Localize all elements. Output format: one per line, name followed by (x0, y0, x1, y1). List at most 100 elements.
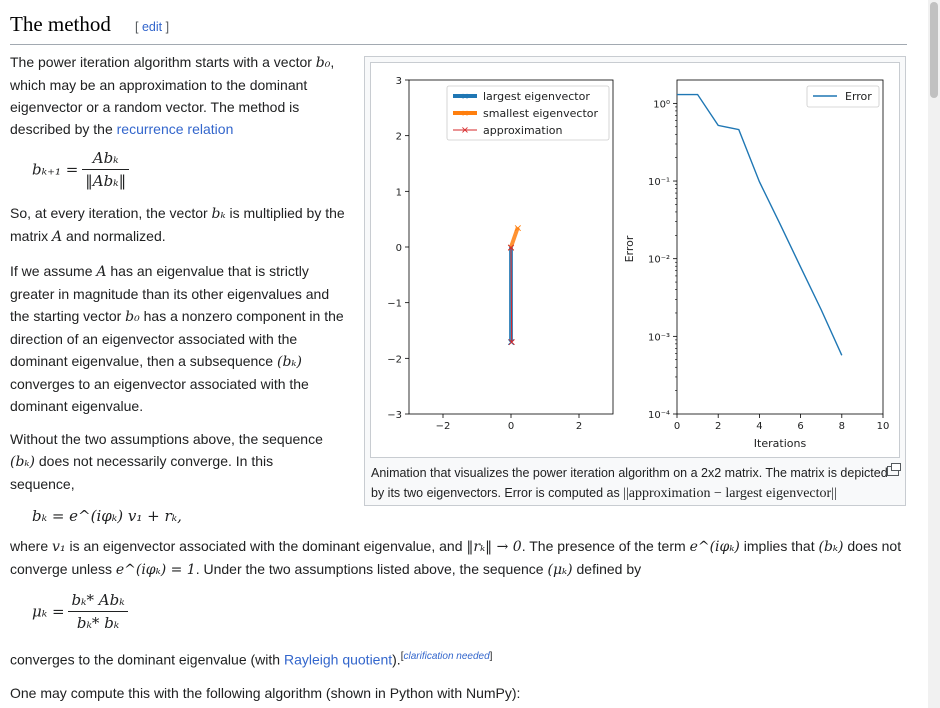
text: If we assume (10, 263, 97, 279)
left-xtick-label: −2 (436, 421, 451, 432)
left-ytick-label: 0 (396, 243, 402, 254)
math-seq-bk: (bₖ) (276, 354, 302, 370)
edit-link[interactable]: edit (141, 20, 163, 34)
series-line-error (677, 93, 843, 356)
paragraph-algorithm: One may compute this with the following … (10, 682, 910, 704)
recurrence-formula: bₖ₊₁ = Abₖ ‖Abₖ‖ (32, 147, 130, 192)
recurrence-relation-link[interactable]: recurrence relation (116, 121, 234, 137)
mu-formula: μₖ = bₖ* Abₖ bₖ* bₖ (32, 589, 128, 634)
right-xtick-label: 6 (797, 421, 803, 432)
right-xtick-label: 4 (756, 421, 762, 432)
right-ytick-label: 10⁻³ (648, 332, 670, 343)
text: does not converge unless (10, 538, 902, 577)
text: and normalized. (62, 228, 166, 244)
right-xlabel: Iterations (754, 437, 807, 450)
formula-numerator: Abₖ (82, 147, 130, 170)
right-xtick-label: 0 (674, 421, 680, 432)
text: , which may be an approximation to the d… (10, 54, 335, 137)
right-ytick-label: 10⁻² (648, 255, 670, 266)
edit-bracket-close: ] (162, 20, 170, 34)
algorithm-intro-text: One may compute this with the following … (10, 685, 521, 701)
text: where (10, 538, 53, 554)
text: . Under the two assumptions listed above… (195, 561, 548, 577)
legend-approx-label: approximation (483, 124, 562, 137)
bk-formula: bₖ = e^(iφₖ) v₁ + rₖ, (32, 507, 182, 525)
right-legend: Error (806, 85, 880, 108)
scrollbar-thumb[interactable] (930, 2, 938, 98)
math-eiphi: e^(iφₖ) (689, 539, 740, 555)
right-ytick-label: 10⁻¹ (648, 177, 670, 188)
paragraph-assumption: If we assume A has an eigenvalue that is… (10, 260, 350, 417)
math-A: A (52, 229, 63, 245)
text: Without the two assumptions above, the s… (10, 431, 323, 447)
rayleigh-quotient-link[interactable]: Rayleigh quotient (283, 651, 393, 668)
clarification-needed: [clarification needed] (401, 651, 493, 662)
legend-error-label: Error (845, 90, 872, 103)
legend-approx-marker: × (461, 125, 469, 136)
paragraph-converges: converges to the dominant eigenvalue (wi… (10, 646, 910, 671)
series-marker: × (506, 241, 515, 254)
edit-section: [ edit ] (135, 20, 169, 34)
magnify-icon[interactable] (887, 463, 901, 476)
text: has a nonzero component in the direction… (10, 308, 344, 369)
series-line-smallest-eigenvector (509, 226, 520, 248)
mu-fraction: bₖ* Abₖ bₖ* bₖ (68, 589, 128, 634)
text: The power iteration algorithm starts wit… (10, 54, 316, 70)
left-ytick-label: −2 (387, 354, 402, 365)
series-marker: × (513, 222, 522, 235)
left-plot-ticks: −2 0 2 3 2 1 0 −1 −2 −3 (387, 76, 582, 432)
legend-largest-label: largest eigenvector (483, 90, 590, 103)
math-b0: b₀ (125, 309, 140, 325)
text: implies that (739, 538, 819, 554)
figure-image[interactable]: −2 0 2 3 2 1 0 −1 −2 −3 × × × × × × × largest eigenvec… (370, 62, 900, 458)
right-ylabel: Error (623, 235, 636, 262)
paragraph-where: where v₁ is an eigenvector associated wi… (10, 535, 910, 581)
mu-lhs: μₖ = (32, 602, 65, 621)
figure-thumbnail: −2 0 2 3 2 1 0 −1 −2 −3 × × × × × × × largest eigenvec… (364, 56, 906, 506)
text: is multiplied by the matrix (10, 205, 345, 244)
right-ytick-label: 10⁰ (653, 99, 670, 110)
paragraph-without-assumptions: Without the two assumptions above, the s… (10, 428, 340, 495)
math-rk: ‖rₖ‖ → 0 (466, 539, 522, 555)
left-ytick-label: 1 (396, 187, 402, 198)
legend-smallest-marker: × (461, 109, 469, 119)
text: ). (392, 651, 401, 668)
paragraph-intro: The power iteration algorithm starts wit… (10, 51, 350, 140)
text: converges to an eigenvector associated w… (10, 376, 309, 414)
mu-denominator: bₖ* bₖ (76, 614, 120, 632)
left-ytick-label: 2 (396, 132, 402, 143)
paragraph-iteration: So, at every iteration, the vector bₖ is… (10, 202, 350, 248)
text: defined by (572, 561, 642, 577)
left-ytick-label: −1 (387, 299, 402, 310)
clarification-needed-link[interactable]: clarification needed (403, 651, 490, 662)
math-b0: b₀ (315, 55, 331, 71)
left-xtick-label: 0 (508, 421, 514, 432)
formula-lhs: bₖ₊₁ = (32, 160, 79, 179)
left-legend: × largest eigenvector × smallest eigenve… (446, 85, 610, 141)
right-plot-ticks: 0 2 4 6 8 10 10⁰ 10⁻¹ 10⁻² 10⁻³ 10⁻⁴ (648, 99, 889, 432)
legend-smallest-label: smallest eigenvector (483, 107, 599, 120)
mu-numerator: bₖ* Abₖ (68, 589, 128, 612)
left-ytick-label: 3 (396, 76, 402, 87)
series-marker: × (507, 336, 516, 349)
right-xtick-label: 10 (877, 421, 890, 432)
formula-fraction: Abₖ ‖Abₖ‖ (82, 147, 130, 192)
scrollbar[interactable] (928, 0, 940, 708)
section-heading: The method [ edit ] (10, 10, 907, 45)
bk-formula-text: bₖ = e^(iφₖ) v₁ + rₖ, (32, 507, 182, 525)
right-plot-lines (677, 93, 843, 356)
series-marker: × (506, 336, 515, 349)
left-legend-box (446, 85, 610, 141)
math-seq-bk: (bₖ) (818, 539, 844, 555)
cn-bracket: ] (489, 651, 493, 662)
figure-caption: Animation that visualizes the power iter… (371, 463, 899, 504)
math-bk: bₖ (211, 206, 226, 222)
right-xtick-label: 8 (839, 421, 845, 432)
right-xtick-label: 2 (715, 421, 721, 432)
formula-denominator: ‖Abₖ‖ (85, 172, 127, 190)
left-plot-lines: ×××××× (506, 222, 522, 349)
text: is an eigenvector associated with the do… (65, 538, 467, 554)
legend-largest-marker: × (461, 92, 469, 102)
right-legend-box (806, 85, 880, 108)
